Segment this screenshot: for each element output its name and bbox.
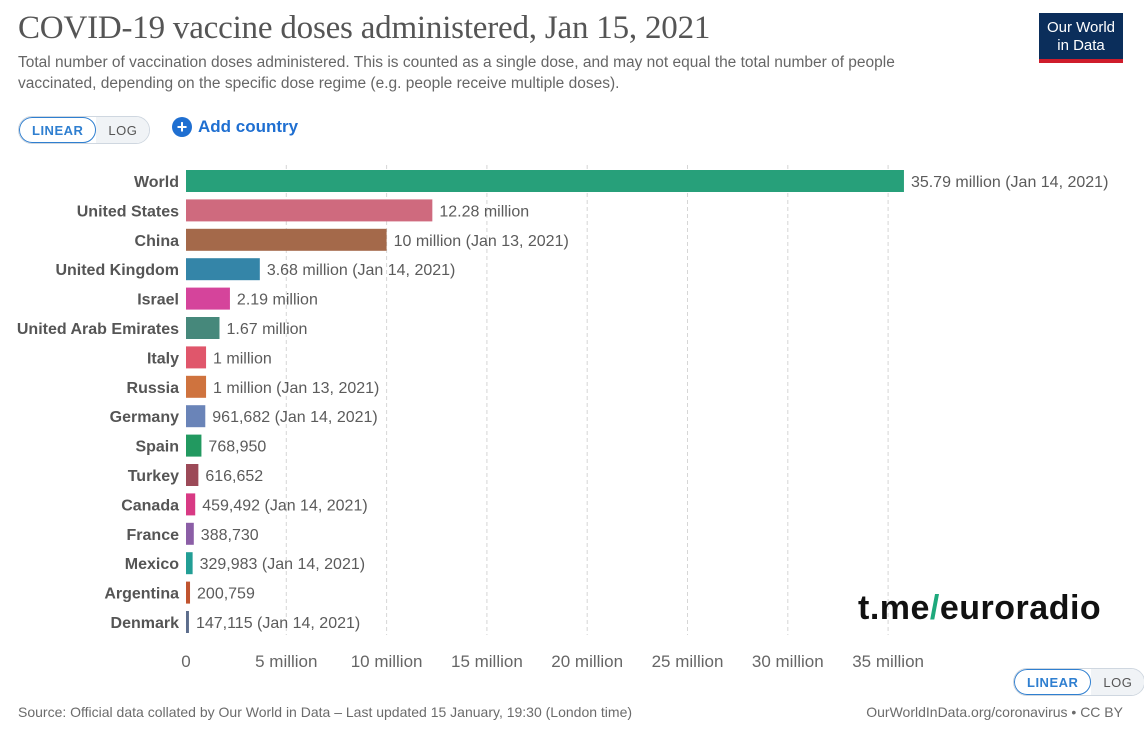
bar [186,552,193,575]
log-scale-button-bottom[interactable]: LOG [1091,669,1144,695]
add-country-label: Add country [198,117,299,136]
category-label: Italy [147,350,179,367]
x-tick-label-4: 20 million [551,652,623,671]
bar [186,346,207,369]
category-label: United Arab Emirates [17,321,179,338]
add-country-button[interactable]: + Add country [172,117,298,137]
bar-value-label: 35.79 million (Jan 14, 2021) [911,174,1108,191]
bar-value-label: 1 million [213,350,272,367]
bar-value-label: 200,759 [197,586,255,603]
logo-line-1: Our World [1046,19,1116,36]
bar-value-label: 1.67 million [227,321,308,338]
category-label: China [135,233,180,250]
owid-logo[interactable]: Our World in Data [1039,13,1123,63]
bar [186,258,260,281]
bar-value-label: 10 million (Jan 13, 2021) [394,233,569,250]
log-scale-button[interactable]: LOG [96,117,150,143]
bar [186,405,206,428]
watermark-prefix: t.me [858,589,930,627]
category-label: Spain [135,439,179,456]
bar [186,611,189,633]
bar [186,434,202,457]
bar-value-label: 12.28 million [439,203,529,220]
category-label: United States [77,203,179,220]
x-tick-label-1: 5 million [255,652,317,671]
chart-subtitle: Total number of vaccination doses admini… [18,54,895,92]
bar-value-label: 616,652 [205,468,263,485]
category-label: Denmark [111,615,180,632]
watermark-slash: / [929,589,940,627]
x-tick-label-0: 0 [181,652,190,671]
bar [186,375,207,398]
bar [186,170,904,192]
bar-value-label: 329,983 (Jan 14, 2021) [200,556,365,573]
x-tick-label-2: 10 million [351,652,423,671]
bar-value-label: 3.68 million (Jan 14, 2021) [267,262,456,279]
bar [186,493,196,516]
category-label: Germany [110,409,179,426]
x-tick-label-3: 15 million [451,652,523,671]
x-tick-label-7: 35 million [852,652,924,671]
bar-value-label: 961,682 (Jan 14, 2021) [212,409,377,426]
bar-value-label: 2.19 million [237,292,318,309]
category-label: France [127,527,180,544]
category-label: World [134,174,179,191]
bar [186,522,194,545]
bar-chart: 0 5 million 10 million 15 million 20 million… [17,165,1108,671]
chart-title: COVID-19 vaccine doses administered, Jan… [18,10,711,46]
linear-scale-button-bottom[interactable]: LINEAR [1014,669,1092,695]
bar-value-label: 768,950 [208,439,266,456]
bar-value-label: 388,730 [201,527,259,544]
category-label: Israel [137,292,179,309]
category-label: Canada [121,497,179,514]
category-label: Mexico [125,556,179,573]
linear-scale-button[interactable]: LINEAR [19,117,97,143]
category-label: Russia [127,380,180,397]
bar-value-label: 147,115 (Jan 14, 2021) [196,615,360,632]
watermark-suffix: euroradio [939,589,1102,627]
bar [186,581,191,604]
credit-link[interactable]: OurWorldInData.org/coronavirus • CC BY [866,704,1123,720]
logo-line-2: in Data [1057,37,1105,54]
bar [186,287,230,310]
category-label: United Kingdom [55,262,179,279]
bar-value-label: 1 million (Jan 13, 2021) [213,380,379,397]
bar [186,317,220,339]
bar [186,228,387,251]
plus-icon: + [172,117,192,137]
watermark: t.me/euroradio [858,589,1101,628]
x-tick-label-5: 25 million [652,652,724,671]
bar [186,464,199,486]
scale-toggle-top: LINEAR LOG [18,116,151,144]
scale-toggle-bottom: LINEAR LOG [1013,668,1144,696]
bar [186,199,433,222]
source-note: Source: Official data collated by Our Wo… [18,704,633,720]
category-label: Turkey [128,468,179,485]
category-label: Argentina [104,586,179,603]
bar-value-label: 459,492 (Jan 14, 2021) [202,497,367,514]
x-tick-label-6: 30 million [752,652,824,671]
